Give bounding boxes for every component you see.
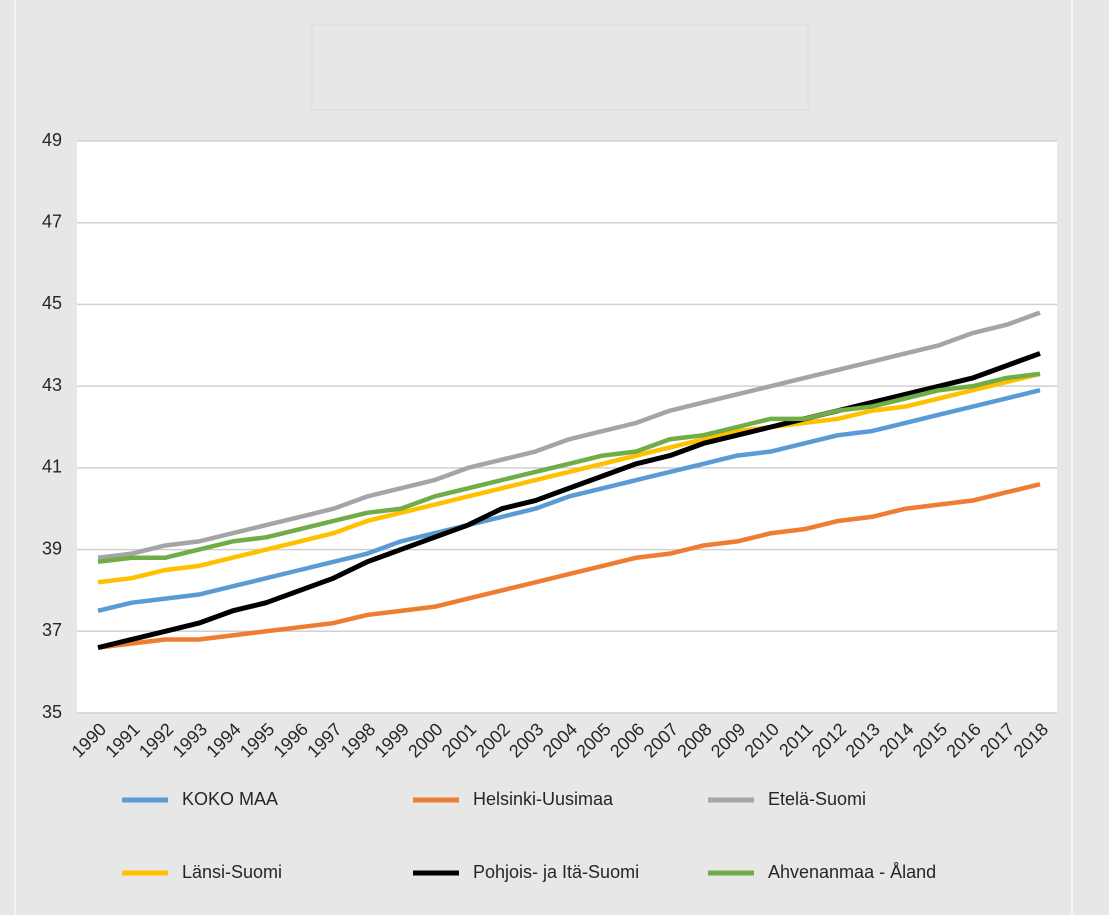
y-tick-label: 43 (42, 375, 62, 395)
y-tick-label: 49 (42, 130, 62, 150)
y-tick-label: 37 (42, 620, 62, 640)
legend-label: Etelä-Suomi (768, 789, 866, 809)
y-tick-label: 41 (42, 457, 62, 477)
legend-label: Pohjois- ja Itä-Suomi (473, 862, 639, 882)
legend-label: Ahvenanmaa - Åland (768, 862, 936, 882)
series-line (97, 310, 1041, 560)
plot-area (77, 141, 1057, 713)
series-line (97, 388, 1041, 614)
y-tick-label: 35 (42, 702, 62, 722)
y-tick-label: 47 (42, 211, 62, 231)
legend-label: Helsinki-Uusimaa (473, 789, 614, 809)
title-box (311, 24, 809, 111)
y-tick-label: 45 (42, 293, 62, 313)
series-line (97, 371, 1041, 585)
legend-label: Länsi-Suomi (182, 862, 282, 882)
series-line (97, 482, 1041, 650)
legend-label: KOKO MAA (182, 789, 278, 809)
series-line (97, 371, 1041, 565)
y-tick-label: 39 (42, 538, 62, 558)
series-line (97, 351, 1041, 651)
